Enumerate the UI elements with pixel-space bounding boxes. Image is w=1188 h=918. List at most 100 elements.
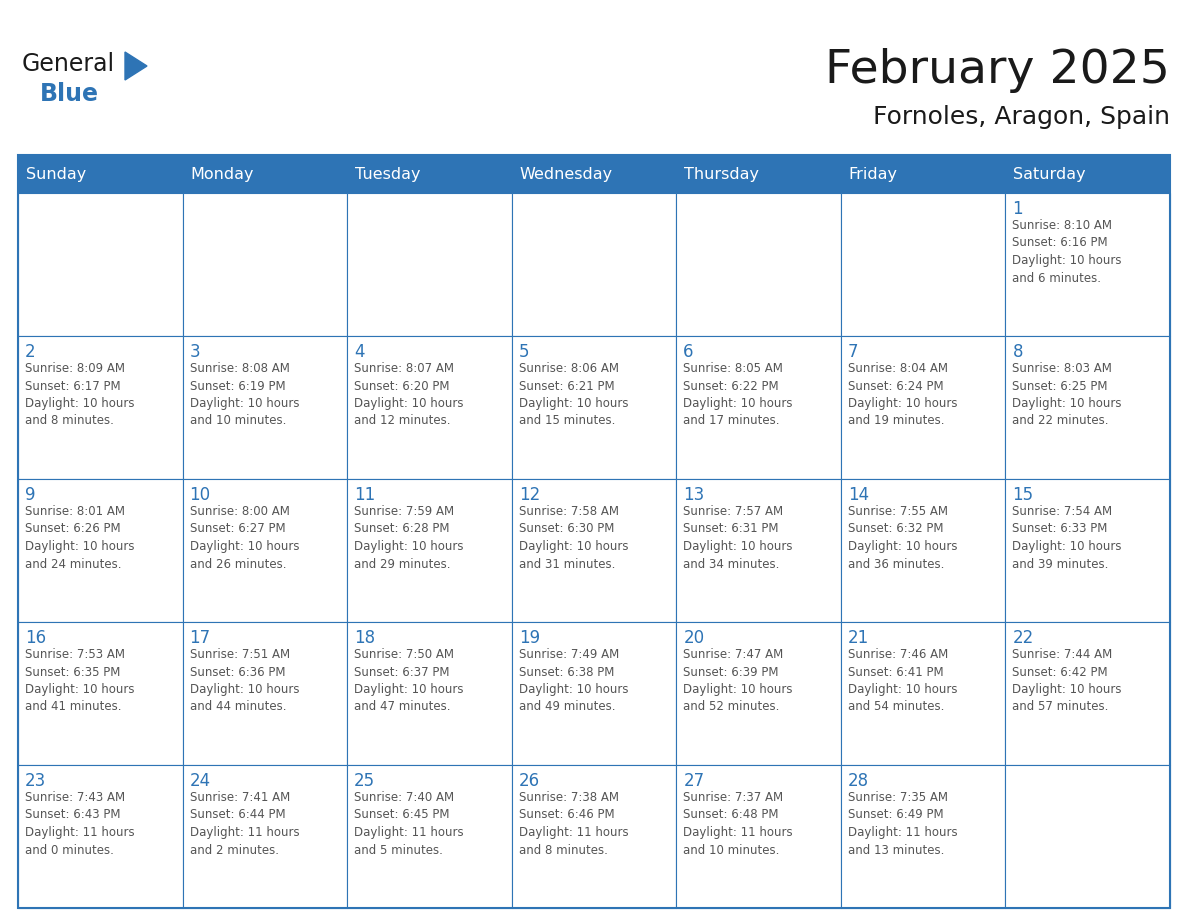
Bar <box>18 155 1170 193</box>
Text: 19: 19 <box>519 629 539 647</box>
Text: Sunrise: 8:08 AM
Sunset: 6:19 PM
Daylight: 10 hours
and 10 minutes.: Sunrise: 8:08 AM Sunset: 6:19 PM Dayligh… <box>190 362 299 428</box>
Text: 12: 12 <box>519 486 541 504</box>
Bar <box>1005 193 1170 336</box>
Bar <box>1005 622 1170 765</box>
Text: Sunrise: 7:35 AM
Sunset: 6:49 PM
Daylight: 11 hours
and 13 minutes.: Sunrise: 7:35 AM Sunset: 6:49 PM Dayligh… <box>848 791 958 856</box>
Bar <box>512 479 676 622</box>
Bar <box>512 193 676 336</box>
Text: Sunrise: 7:38 AM
Sunset: 6:46 PM
Daylight: 11 hours
and 8 minutes.: Sunrise: 7:38 AM Sunset: 6:46 PM Dayligh… <box>519 791 628 856</box>
Text: 10: 10 <box>190 486 210 504</box>
Bar <box>183 336 347 479</box>
Text: Sunrise: 7:41 AM
Sunset: 6:44 PM
Daylight: 11 hours
and 2 minutes.: Sunrise: 7:41 AM Sunset: 6:44 PM Dayligh… <box>190 791 299 856</box>
Text: 3: 3 <box>190 343 201 361</box>
Bar <box>512 622 676 765</box>
Text: 5: 5 <box>519 343 529 361</box>
Text: Wednesday: Wednesday <box>519 166 613 182</box>
Text: 21: 21 <box>848 629 870 647</box>
Text: 4: 4 <box>354 343 365 361</box>
Text: Sunday: Sunday <box>26 166 87 182</box>
Bar <box>512 336 676 479</box>
Bar <box>676 622 841 765</box>
Bar <box>183 765 347 908</box>
Bar <box>18 336 183 479</box>
Text: 18: 18 <box>354 629 375 647</box>
Text: Friday: Friday <box>849 166 898 182</box>
Text: 7: 7 <box>848 343 859 361</box>
Bar <box>347 336 512 479</box>
Bar <box>841 622 1005 765</box>
Text: Sunrise: 8:10 AM
Sunset: 6:16 PM
Daylight: 10 hours
and 6 minutes.: Sunrise: 8:10 AM Sunset: 6:16 PM Dayligh… <box>1012 219 1121 285</box>
Text: 2: 2 <box>25 343 36 361</box>
Text: Sunrise: 7:43 AM
Sunset: 6:43 PM
Daylight: 11 hours
and 0 minutes.: Sunrise: 7:43 AM Sunset: 6:43 PM Dayligh… <box>25 791 134 856</box>
Bar <box>347 622 512 765</box>
Bar <box>18 193 183 336</box>
Text: 1: 1 <box>1012 200 1023 218</box>
Text: Sunrise: 8:06 AM
Sunset: 6:21 PM
Daylight: 10 hours
and 15 minutes.: Sunrise: 8:06 AM Sunset: 6:21 PM Dayligh… <box>519 362 628 428</box>
Text: 8: 8 <box>1012 343 1023 361</box>
Text: Sunrise: 7:53 AM
Sunset: 6:35 PM
Daylight: 10 hours
and 41 minutes.: Sunrise: 7:53 AM Sunset: 6:35 PM Dayligh… <box>25 648 134 713</box>
Text: Sunrise: 7:37 AM
Sunset: 6:48 PM
Daylight: 11 hours
and 10 minutes.: Sunrise: 7:37 AM Sunset: 6:48 PM Dayligh… <box>683 791 792 856</box>
Text: 6: 6 <box>683 343 694 361</box>
Bar <box>18 479 183 622</box>
Text: 17: 17 <box>190 629 210 647</box>
Text: 13: 13 <box>683 486 704 504</box>
Text: Sunrise: 7:54 AM
Sunset: 6:33 PM
Daylight: 10 hours
and 39 minutes.: Sunrise: 7:54 AM Sunset: 6:33 PM Dayligh… <box>1012 505 1121 570</box>
Text: Sunrise: 7:50 AM
Sunset: 6:37 PM
Daylight: 10 hours
and 47 minutes.: Sunrise: 7:50 AM Sunset: 6:37 PM Dayligh… <box>354 648 463 713</box>
Text: General: General <box>23 52 115 76</box>
Text: 11: 11 <box>354 486 375 504</box>
Bar <box>676 336 841 479</box>
Bar <box>1005 765 1170 908</box>
Bar <box>183 479 347 622</box>
Text: Sunrise: 7:46 AM
Sunset: 6:41 PM
Daylight: 10 hours
and 54 minutes.: Sunrise: 7:46 AM Sunset: 6:41 PM Dayligh… <box>848 648 958 713</box>
Text: Sunrise: 8:04 AM
Sunset: 6:24 PM
Daylight: 10 hours
and 19 minutes.: Sunrise: 8:04 AM Sunset: 6:24 PM Dayligh… <box>848 362 958 428</box>
Text: Sunrise: 8:07 AM
Sunset: 6:20 PM
Daylight: 10 hours
and 12 minutes.: Sunrise: 8:07 AM Sunset: 6:20 PM Dayligh… <box>354 362 463 428</box>
Bar <box>676 765 841 908</box>
Text: 27: 27 <box>683 772 704 790</box>
Text: Blue: Blue <box>40 82 99 106</box>
Text: Thursday: Thursday <box>684 166 759 182</box>
Bar <box>183 622 347 765</box>
Text: 14: 14 <box>848 486 868 504</box>
Bar <box>512 765 676 908</box>
Bar <box>841 336 1005 479</box>
Bar <box>676 193 841 336</box>
Text: Sunrise: 8:00 AM
Sunset: 6:27 PM
Daylight: 10 hours
and 26 minutes.: Sunrise: 8:00 AM Sunset: 6:27 PM Dayligh… <box>190 505 299 570</box>
Bar <box>18 765 183 908</box>
Text: Sunrise: 7:58 AM
Sunset: 6:30 PM
Daylight: 10 hours
and 31 minutes.: Sunrise: 7:58 AM Sunset: 6:30 PM Dayligh… <box>519 505 628 570</box>
Text: Sunrise: 7:49 AM
Sunset: 6:38 PM
Daylight: 10 hours
and 49 minutes.: Sunrise: 7:49 AM Sunset: 6:38 PM Dayligh… <box>519 648 628 713</box>
Text: Fornoles, Aragon, Spain: Fornoles, Aragon, Spain <box>873 105 1170 129</box>
Bar <box>676 479 841 622</box>
Text: Sunrise: 8:09 AM
Sunset: 6:17 PM
Daylight: 10 hours
and 8 minutes.: Sunrise: 8:09 AM Sunset: 6:17 PM Dayligh… <box>25 362 134 428</box>
Text: Sunrise: 7:51 AM
Sunset: 6:36 PM
Daylight: 10 hours
and 44 minutes.: Sunrise: 7:51 AM Sunset: 6:36 PM Dayligh… <box>190 648 299 713</box>
Bar <box>347 479 512 622</box>
Polygon shape <box>125 52 147 80</box>
Text: 28: 28 <box>848 772 868 790</box>
Text: Sunrise: 8:01 AM
Sunset: 6:26 PM
Daylight: 10 hours
and 24 minutes.: Sunrise: 8:01 AM Sunset: 6:26 PM Dayligh… <box>25 505 134 570</box>
Text: Sunrise: 7:40 AM
Sunset: 6:45 PM
Daylight: 11 hours
and 5 minutes.: Sunrise: 7:40 AM Sunset: 6:45 PM Dayligh… <box>354 791 463 856</box>
Text: Saturday: Saturday <box>1013 166 1086 182</box>
Text: Sunrise: 7:59 AM
Sunset: 6:28 PM
Daylight: 10 hours
and 29 minutes.: Sunrise: 7:59 AM Sunset: 6:28 PM Dayligh… <box>354 505 463 570</box>
Text: 23: 23 <box>25 772 46 790</box>
Text: Sunrise: 7:44 AM
Sunset: 6:42 PM
Daylight: 10 hours
and 57 minutes.: Sunrise: 7:44 AM Sunset: 6:42 PM Dayligh… <box>1012 648 1121 713</box>
Bar <box>18 622 183 765</box>
Bar <box>18 155 1170 908</box>
Text: 24: 24 <box>190 772 210 790</box>
Text: Tuesday: Tuesday <box>355 166 421 182</box>
Text: Sunrise: 8:03 AM
Sunset: 6:25 PM
Daylight: 10 hours
and 22 minutes.: Sunrise: 8:03 AM Sunset: 6:25 PM Dayligh… <box>1012 362 1121 428</box>
Bar <box>347 765 512 908</box>
Bar <box>841 479 1005 622</box>
Text: Sunrise: 8:05 AM
Sunset: 6:22 PM
Daylight: 10 hours
and 17 minutes.: Sunrise: 8:05 AM Sunset: 6:22 PM Dayligh… <box>683 362 792 428</box>
Bar <box>347 193 512 336</box>
Text: 15: 15 <box>1012 486 1034 504</box>
Text: Monday: Monday <box>190 166 254 182</box>
Text: 20: 20 <box>683 629 704 647</box>
Text: 16: 16 <box>25 629 46 647</box>
Bar <box>841 765 1005 908</box>
Text: Sunrise: 7:55 AM
Sunset: 6:32 PM
Daylight: 10 hours
and 36 minutes.: Sunrise: 7:55 AM Sunset: 6:32 PM Dayligh… <box>848 505 958 570</box>
Text: 9: 9 <box>25 486 36 504</box>
Text: Sunrise: 7:57 AM
Sunset: 6:31 PM
Daylight: 10 hours
and 34 minutes.: Sunrise: 7:57 AM Sunset: 6:31 PM Dayligh… <box>683 505 792 570</box>
Text: 22: 22 <box>1012 629 1034 647</box>
Bar <box>1005 479 1170 622</box>
Text: 26: 26 <box>519 772 539 790</box>
Text: Sunrise: 7:47 AM
Sunset: 6:39 PM
Daylight: 10 hours
and 52 minutes.: Sunrise: 7:47 AM Sunset: 6:39 PM Dayligh… <box>683 648 792 713</box>
